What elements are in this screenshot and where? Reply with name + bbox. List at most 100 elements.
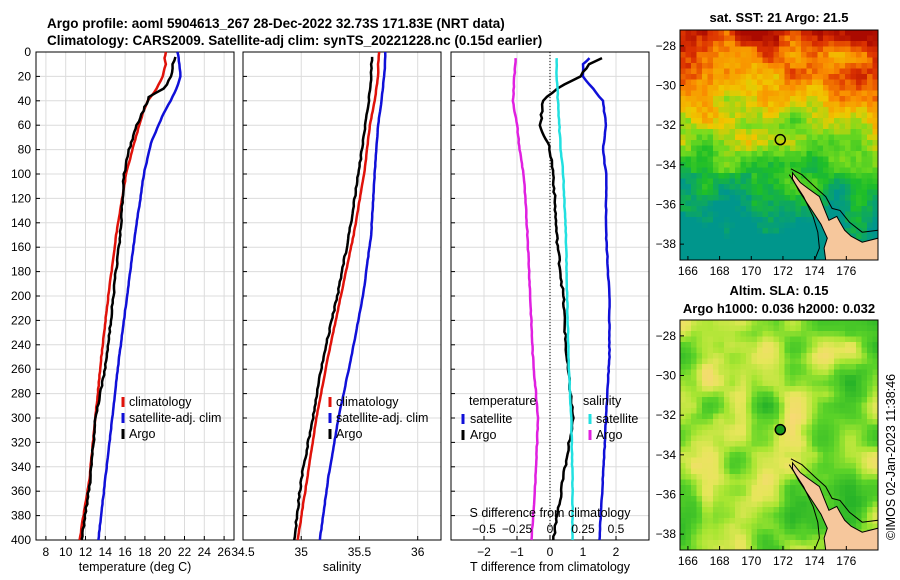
map-cell	[768, 325, 774, 332]
map-cell	[790, 342, 796, 348]
map-cell	[751, 512, 758, 519]
map-cell	[817, 452, 824, 458]
map-cell	[790, 57, 796, 64]
map-cell	[828, 35, 835, 42]
map-cell	[845, 63, 851, 69]
map-cell	[757, 474, 763, 480]
map-cell	[784, 474, 791, 480]
map-cell	[856, 523, 862, 530]
map-cell	[806, 545, 813, 550]
map-cell	[713, 529, 719, 535]
map-cell	[823, 79, 829, 86]
map-cell	[834, 435, 840, 442]
map-cell	[757, 52, 763, 58]
map-cell	[784, 96, 791, 102]
map-cell	[691, 107, 697, 113]
map-cell	[707, 140, 714, 146]
map-cell	[812, 336, 818, 343]
map-cell	[718, 162, 725, 168]
map-cell	[823, 523, 829, 530]
map-cell	[812, 358, 818, 365]
map-cell	[751, 30, 758, 36]
map-cell	[696, 413, 703, 420]
map-cell	[740, 134, 747, 141]
map-cell	[845, 156, 851, 163]
map-cell	[707, 35, 714, 42]
map-cell	[784, 391, 791, 398]
map-cell	[812, 63, 818, 69]
map-cell	[790, 239, 796, 245]
map-cell	[817, 101, 824, 108]
map-cell	[702, 435, 708, 442]
map-cell	[850, 206, 857, 212]
map-cell	[773, 380, 780, 387]
map-cell	[768, 101, 774, 108]
map-cell	[768, 336, 774, 343]
map-cell	[817, 173, 824, 179]
map-cell	[790, 101, 796, 108]
map-cell	[790, 129, 796, 135]
map-cell	[845, 140, 851, 146]
map-cell	[867, 156, 873, 163]
map-cell	[713, 206, 719, 212]
map-cell	[713, 468, 719, 475]
map-cell	[724, 46, 730, 53]
legend-label: climatology	[336, 395, 399, 409]
map-cell	[790, 523, 796, 530]
map-cell	[740, 90, 747, 97]
map-cell	[718, 41, 725, 47]
map-cell	[784, 74, 791, 80]
map-cell	[757, 391, 763, 398]
map-cell	[861, 85, 868, 91]
map-cell	[790, 35, 796, 42]
map-cell	[735, 353, 741, 359]
shelf-contour	[790, 458, 878, 523]
map-cell	[817, 512, 824, 519]
map-cell	[812, 441, 818, 447]
map-cell	[746, 101, 752, 108]
map-cell	[773, 173, 780, 179]
map-cell	[773, 195, 780, 201]
map-cell	[839, 41, 846, 47]
map-cell	[801, 386, 807, 392]
map-cell	[702, 107, 708, 113]
map-cell	[867, 200, 873, 207]
map-cell	[779, 523, 785, 530]
map-cell	[724, 217, 730, 223]
map-cell	[691, 140, 697, 146]
map-cell	[839, 391, 846, 398]
map-cell	[757, 200, 763, 207]
map-cell	[806, 386, 813, 392]
map-cell	[828, 112, 835, 119]
map-cell	[795, 540, 802, 546]
map-cell	[795, 211, 802, 218]
y-tick-label: 120	[11, 191, 31, 205]
map-cell	[702, 134, 708, 141]
map-cell	[762, 35, 769, 42]
map-cell	[707, 380, 714, 387]
map-cell	[872, 63, 878, 69]
y-tick-label: −30	[656, 369, 677, 383]
map-cell	[850, 479, 857, 486]
map-cell	[856, 391, 862, 398]
map-cell	[740, 178, 747, 185]
map-cell	[861, 507, 868, 513]
map-cell	[702, 74, 708, 80]
map-cell	[718, 79, 725, 86]
map-cell	[773, 200, 780, 207]
map-cell	[823, 463, 829, 469]
map-cell	[746, 430, 752, 436]
map-cell	[702, 85, 708, 91]
map-cell	[861, 457, 868, 464]
map-cell	[746, 57, 752, 64]
map-cell	[845, 402, 851, 409]
map-cell	[856, 200, 862, 207]
map-cell	[790, 134, 796, 141]
map-cell	[856, 233, 862, 240]
map-cell	[751, 46, 758, 53]
map-cell	[751, 380, 758, 387]
map-cell	[735, 30, 741, 36]
map-cell	[834, 457, 840, 464]
map-cell	[795, 501, 802, 508]
map-cell	[790, 228, 796, 234]
